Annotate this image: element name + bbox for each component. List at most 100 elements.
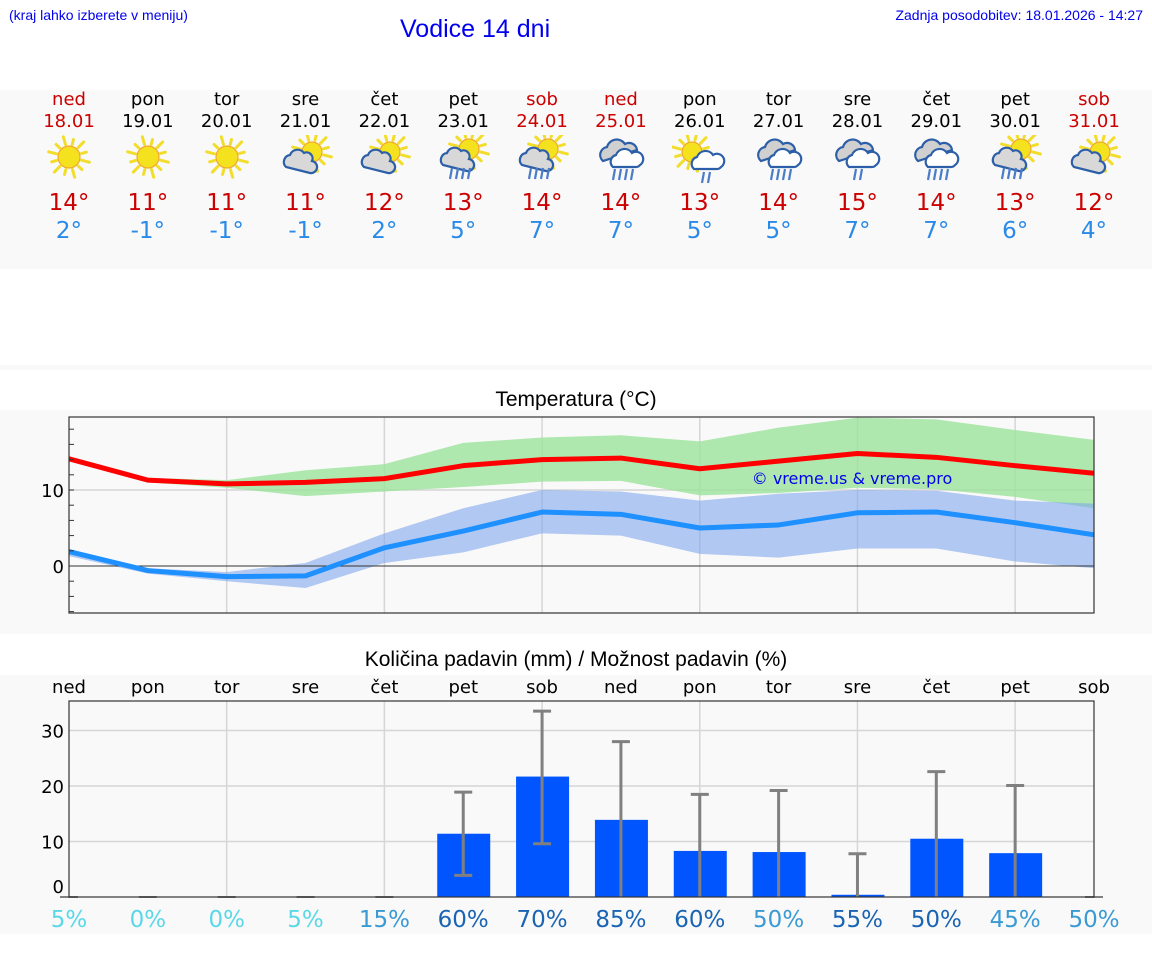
- day-forecast: pon 19.01 11° -1°: [108, 89, 188, 245]
- temp-max: 12°: [1073, 190, 1115, 216]
- day-date: 26.01: [674, 111, 726, 132]
- temp-max: 12°: [363, 190, 405, 216]
- temp-min: -1°: [209, 218, 244, 244]
- day-date: 21.01: [279, 111, 332, 132]
- temp-max: 14°: [600, 190, 642, 216]
- svg-text:sob: sob: [1078, 677, 1110, 698]
- svg-text:ned: ned: [52, 677, 86, 698]
- weather-cloudy-rain-icon: [599, 138, 645, 181]
- day-forecast: čet 29.01 14° 7°: [896, 89, 976, 245]
- temp-max: 11°: [206, 190, 248, 216]
- temp-max: 13°: [679, 190, 721, 216]
- temp-min: 5°: [765, 218, 792, 244]
- svg-text:tor: tor: [766, 677, 792, 698]
- temp-max: 14°: [915, 190, 957, 216]
- day-name: čet: [370, 89, 399, 110]
- day-date: 30.01: [989, 111, 1041, 132]
- temp-min: 5°: [686, 218, 713, 244]
- svg-text:pon: pon: [683, 677, 717, 698]
- temp-min: 4°: [1080, 218, 1108, 244]
- daily-forecast-strip: [0, 90, 1152, 269]
- svg-text:15%: 15%: [359, 907, 410, 933]
- day-date: 24.01: [516, 111, 568, 132]
- day-name: pon: [682, 89, 717, 110]
- temperature-chart: 0 10 © vreme.us & vreme.pro: [41, 416, 1095, 614]
- svg-text:pet: pet: [1000, 677, 1030, 698]
- temp-min: -1°: [288, 218, 323, 244]
- location-menu-hint[interactable]: (kraj lahko izberete v meniju): [9, 7, 188, 23]
- day-name: sre: [291, 89, 320, 110]
- day-forecast: pon 26.01 13° 5°: [660, 89, 740, 245]
- day-date: 27.01: [752, 111, 805, 132]
- svg-text:70%: 70%: [517, 907, 568, 933]
- svg-text:sob: sob: [526, 677, 558, 698]
- svg-text:sre: sre: [844, 677, 871, 698]
- temp-min: -1°: [130, 218, 166, 244]
- svg-text:čet: čet: [370, 677, 398, 698]
- temp-max: 15°: [837, 190, 878, 216]
- day-name: čet: [922, 89, 951, 110]
- day-date: 20.01: [200, 111, 253, 132]
- svg-text:0%: 0%: [208, 907, 245, 933]
- day-forecast: pet 30.01 13° 6°: [975, 89, 1055, 245]
- temperature-chart-title: Temperatura (°C): [495, 388, 657, 411]
- day-name: tor: [213, 89, 240, 110]
- temp-min: 2°: [371, 218, 398, 244]
- day-forecast: pet 23.01 13° 5°: [423, 89, 503, 245]
- svg-text:60%: 60%: [674, 907, 725, 933]
- weather-partly-cloudy-icon: [1070, 131, 1121, 175]
- day-forecast: tor 27.01 14° 5°: [739, 89, 819, 245]
- svg-text:0%: 0%: [130, 907, 167, 933]
- separator: [0, 365, 1152, 370]
- weather-partly-cloudy-icon: [361, 131, 412, 175]
- day-forecast: tor 20.01 11° -1°: [187, 89, 267, 245]
- day-forecast: čet 22.01 12° 2°: [344, 89, 424, 245]
- day-date: 23.01: [437, 111, 489, 132]
- day-name: ned: [603, 89, 638, 110]
- day-name: sre: [843, 89, 872, 110]
- weather-sun-cloud-light-rain-icon: [670, 131, 726, 184]
- svg-text:10: 10: [41, 833, 64, 854]
- temp-max: 14°: [48, 190, 90, 216]
- temp-max: 13°: [994, 190, 1036, 216]
- day-forecast: ned 25.01 14° 7°: [581, 89, 661, 245]
- day-name: pon: [130, 89, 165, 110]
- weather-sunny-icon: [125, 135, 170, 179]
- day-forecast: sob 24.01 14° 7°: [502, 89, 582, 245]
- weather-cloudy-rain-icon: [914, 138, 960, 181]
- svg-text:45%: 45%: [990, 907, 1041, 933]
- day-date: 22.01: [358, 111, 411, 132]
- temp-min: 7°: [528, 218, 556, 244]
- day-name: pet: [448, 89, 478, 110]
- temp-max: 14°: [521, 190, 563, 216]
- day-date: 28.01: [831, 111, 884, 132]
- svg-text:20: 20: [41, 777, 64, 798]
- day-forecast: ned 18.01 14° 2°: [29, 89, 109, 245]
- weather-sun-cloud-rain-icon: [518, 128, 569, 180]
- temp-min: 7°: [844, 218, 871, 244]
- svg-text:50%: 50%: [911, 907, 962, 933]
- weather-sunny-icon: [204, 135, 249, 179]
- temp-max: 14°: [758, 190, 799, 216]
- day-name: tor: [765, 89, 792, 110]
- temp-min: 5°: [450, 218, 477, 244]
- svg-text:10: 10: [41, 481, 64, 502]
- day-forecast: sob 31.01 12° 4°: [1054, 89, 1134, 245]
- svg-text:55%: 55%: [832, 907, 883, 933]
- svg-text:ned: ned: [604, 677, 638, 698]
- svg-text:pon: pon: [131, 677, 165, 698]
- day-date: 19.01: [122, 111, 174, 132]
- svg-text:pet: pet: [448, 677, 478, 698]
- temp-min: 2°: [55, 218, 83, 244]
- day-name: sob: [1078, 89, 1110, 110]
- weather-partly-cloudy-icon: [282, 131, 333, 175]
- temp-min: 6°: [1002, 218, 1029, 244]
- precipitation-chart-title: Količina padavin (mm) / Možnost padavin …: [364, 648, 788, 671]
- weather-cloudy-light-rain-icon: [835, 138, 881, 181]
- day-forecast: sre 21.01 11° -1°: [266, 89, 346, 245]
- svg-text:0: 0: [53, 557, 64, 578]
- svg-text:5%: 5%: [51, 907, 88, 933]
- temp-max: 11°: [285, 190, 326, 216]
- day-date: 31.01: [1068, 111, 1120, 132]
- day-forecast: sre 28.01 15° 7°: [817, 89, 897, 245]
